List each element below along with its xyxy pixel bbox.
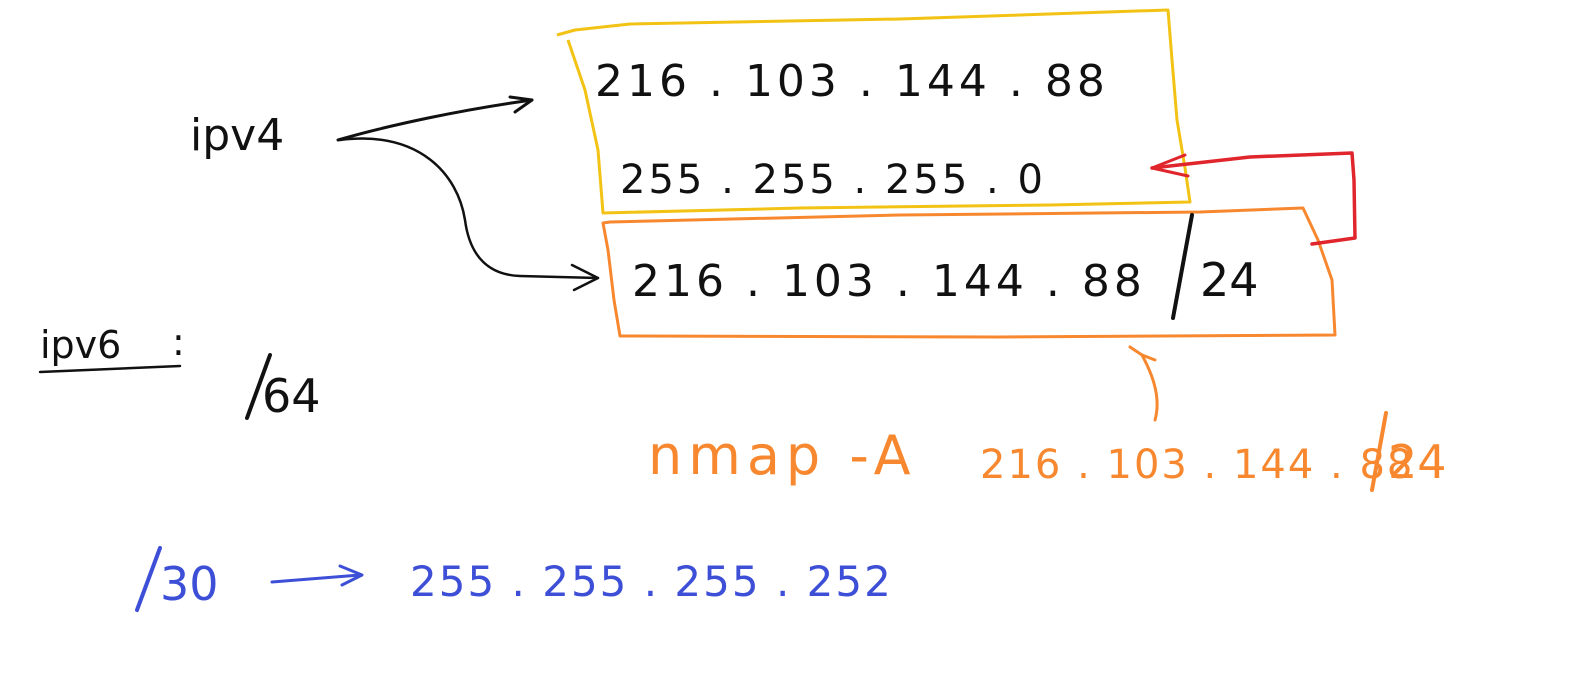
arrow-ipv4-to-cidr bbox=[338, 137, 600, 280]
red-arrow-head bbox=[1150, 153, 1190, 178]
ipv6-slash bbox=[245, 353, 272, 420]
ipv6-label: ipv6 bbox=[40, 323, 121, 367]
nmap-prefix: 24 bbox=[1388, 435, 1447, 489]
ipv6-underline bbox=[38, 364, 182, 374]
yellow-box bbox=[556, 8, 1192, 215]
arrow-head-cidr bbox=[570, 263, 600, 292]
ipv6-prefix: 64 bbox=[262, 369, 321, 423]
ipv4-address: 216 . 103 . 144 . 88 bbox=[595, 56, 1109, 107]
red-arrow-prefix-to-mask bbox=[1150, 151, 1357, 246]
blue-arrow bbox=[270, 573, 362, 584]
cidr-example-slash bbox=[135, 546, 162, 612]
cidr-example-prefix: 30 bbox=[160, 557, 219, 611]
nmap-target: 216 . 103 . 144 . 88 bbox=[980, 442, 1414, 488]
arrow-head-address bbox=[508, 95, 534, 114]
orange-pointer-arrow bbox=[1140, 353, 1159, 422]
blue-arrow-head bbox=[338, 564, 364, 587]
nmap-command: nmap -A bbox=[648, 424, 917, 487]
ipv4-subnet-mask: 255 . 255 . 255 . 0 bbox=[620, 157, 1046, 203]
cidr-slash bbox=[1171, 213, 1194, 320]
ipv6-colon: : bbox=[172, 320, 185, 364]
arrow-ipv4-to-address bbox=[336, 98, 534, 142]
ipv4-cidr-prefix: 24 bbox=[1200, 253, 1259, 307]
orange-box bbox=[601, 206, 1337, 339]
nmap-slash bbox=[1370, 411, 1388, 492]
cidr-example-mask: 255 . 255 . 255 . 252 bbox=[410, 557, 893, 606]
ipv4-cidr-address: 216 . 103 . 144 . 88 bbox=[632, 256, 1146, 307]
ipv4-label: ipv4 bbox=[190, 110, 284, 161]
orange-pointer-arrow-head bbox=[1128, 345, 1157, 362]
